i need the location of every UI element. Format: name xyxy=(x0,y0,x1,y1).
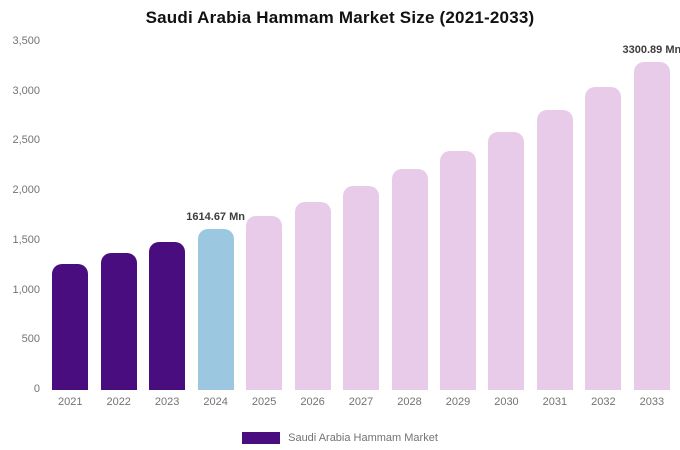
x-tick-label-2027: 2027 xyxy=(348,396,374,408)
chart-title: Saudi Arabia Hammam Market Size (2021-20… xyxy=(145,8,535,27)
bar-column-2021 xyxy=(46,42,94,390)
bar-2033[interactable] xyxy=(633,61,670,390)
bar-column-2023 xyxy=(143,42,191,390)
bar-2031[interactable] xyxy=(536,110,573,390)
y-tick-label: 0 xyxy=(33,383,40,395)
bar-column-2033: 3300.89 Mn xyxy=(623,42,680,390)
bar-2030[interactable] xyxy=(488,131,525,390)
y-tick-label: 500 xyxy=(21,333,40,346)
legend[interactable]: Saudi Arabia Hammam Market xyxy=(0,432,680,444)
bar-column-2029 xyxy=(434,42,482,390)
x-tick-label-2021: 2021 xyxy=(57,396,83,408)
bar-2021[interactable] xyxy=(52,263,89,390)
legend-swatch xyxy=(242,432,281,444)
plot-area: 1614.67 Mn 3300.89 Mn xyxy=(46,42,680,390)
bar-column-2028 xyxy=(385,42,433,390)
bar-column-2030 xyxy=(482,42,530,390)
bar-column-2032 xyxy=(579,42,627,390)
bar-column-2022 xyxy=(94,42,142,390)
x-tick-label-2031: 2031 xyxy=(542,396,568,408)
bar-column-2031 xyxy=(531,42,579,390)
x-axis: 2021 2022 2023 2024 2025 2026 2027 2028 2029 2030… xyxy=(46,396,676,408)
x-tick-label-2028: 2028 xyxy=(397,396,422,408)
bar-2024[interactable] xyxy=(197,229,234,390)
bar-column-2024: 1614.67 Mn xyxy=(186,42,245,390)
bar-column-2026 xyxy=(288,42,336,390)
y-tick-label: 2,000 xyxy=(12,184,40,197)
bar-2029[interactable] xyxy=(439,151,476,390)
x-tick-label-2033: 2033 xyxy=(639,396,665,408)
bar-2025[interactable] xyxy=(246,216,283,390)
x-tick-label-2025: 2025 xyxy=(251,396,277,408)
y-tick-label: 3,500 xyxy=(12,35,40,47)
bar-2027[interactable] xyxy=(343,186,380,390)
y-axis: 0 500 1,000 1,500 2,000 2,500 3,000 3,500 xyxy=(0,35,40,395)
legend-label: Saudi Arabia Hammam Market xyxy=(288,432,438,444)
bar-2023[interactable] xyxy=(149,241,186,390)
x-tick-label-2022: 2022 xyxy=(106,396,131,408)
bar-2022[interactable] xyxy=(100,253,137,390)
bar-2032[interactable] xyxy=(585,86,622,390)
y-tick-label: 1,000 xyxy=(12,283,40,296)
y-tick-label: 2,500 xyxy=(12,134,40,147)
x-tick-label-2030: 2030 xyxy=(494,396,519,408)
x-tick-label-2026: 2026 xyxy=(300,396,325,408)
y-tick-label: 1,500 xyxy=(12,233,40,246)
bar-column-2027 xyxy=(337,42,385,390)
value-label-2033: 3300.89 Mn xyxy=(622,43,680,56)
x-tick-label-2023: 2023 xyxy=(154,396,180,408)
bar-2028[interactable] xyxy=(391,169,428,390)
x-tick-label-2029: 2029 xyxy=(445,396,471,408)
x-tick-label-2032: 2032 xyxy=(591,396,616,408)
y-tick-label: 3,000 xyxy=(12,84,40,97)
x-tick-label-2024: 2024 xyxy=(203,396,228,408)
bar-column-2025 xyxy=(240,42,288,390)
value-label-2024: 1614.67 Mn xyxy=(186,211,245,224)
bar-2026[interactable] xyxy=(294,201,331,390)
